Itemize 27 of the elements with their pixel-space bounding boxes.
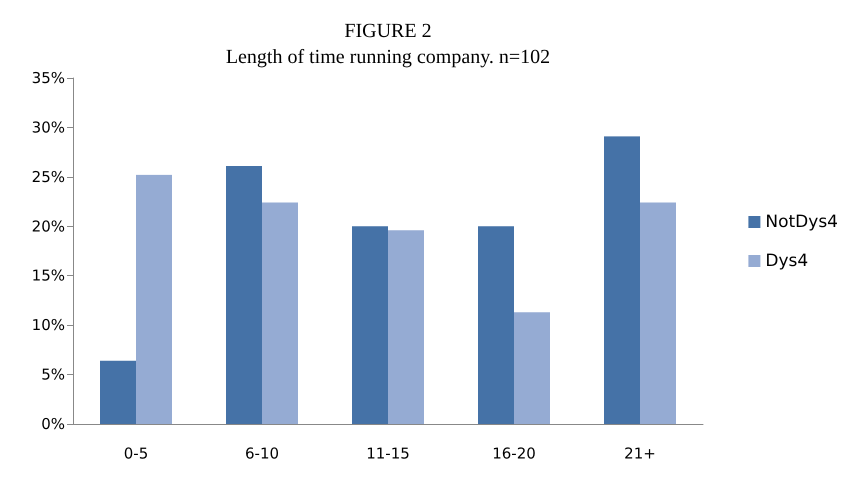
bar xyxy=(604,136,640,424)
legend-label: Dys4 xyxy=(765,251,808,271)
y-tick-label: 35% xyxy=(32,69,65,87)
bar xyxy=(478,226,514,424)
x-tick-label: 11-15 xyxy=(366,444,410,462)
bar xyxy=(100,360,136,424)
bar xyxy=(262,202,298,424)
y-tick-label: 10% xyxy=(32,316,65,334)
y-tick-label: 30% xyxy=(32,118,65,136)
chart-subtitle: Length of time running company. n=102 xyxy=(226,46,550,68)
legend-label: NotDys4 xyxy=(765,212,838,232)
x-tick-label: 21+ xyxy=(624,444,656,462)
bar xyxy=(388,230,424,424)
bar xyxy=(640,202,676,424)
bar xyxy=(514,312,550,424)
bar xyxy=(136,174,172,424)
y-tick-label: 5% xyxy=(41,366,65,384)
chart-title: FIGURE 2 xyxy=(344,20,432,42)
y-tick-label: 0% xyxy=(41,415,65,433)
x-tick-label: 0-5 xyxy=(124,444,148,462)
y-tick-label: 25% xyxy=(32,168,65,186)
bar xyxy=(226,166,262,424)
bar xyxy=(352,226,388,424)
y-tick-label: 20% xyxy=(32,217,65,236)
y-tick-label: 15% xyxy=(32,266,65,285)
x-tick-label: 16-20 xyxy=(492,444,536,462)
x-tick-label: 6-10 xyxy=(244,444,280,462)
